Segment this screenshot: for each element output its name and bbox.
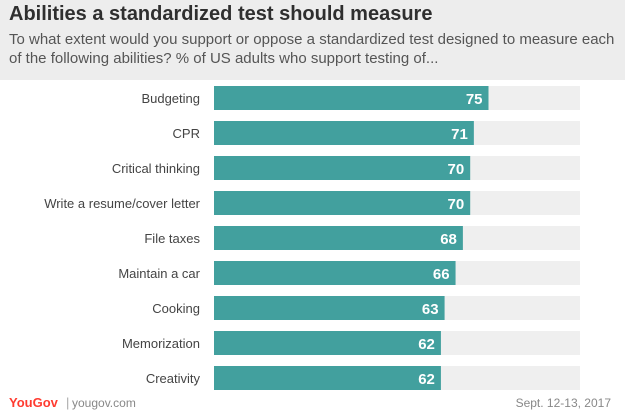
value-label: 68 (440, 231, 457, 248)
bar (214, 121, 474, 145)
category-label: Creativity (146, 371, 201, 386)
bar (214, 86, 489, 110)
category-label: Cooking (152, 301, 200, 316)
chart-subtitle: To what extent would you support or oppo… (9, 31, 615, 67)
value-label: 62 (418, 336, 435, 353)
survey-date: Sept. 12-13, 2017 (515, 396, 611, 410)
category-label: CPR (173, 126, 200, 141)
bar (214, 366, 441, 390)
category-label: Write a resume/cover letter (44, 196, 200, 211)
bar (214, 296, 445, 320)
bar (214, 331, 441, 355)
value-label: 71 (451, 126, 468, 143)
bar-chart: Budgeting 75 CPR 71 Critical thinking 70 Write… (44, 86, 580, 390)
chart-header: Abilities a standardized test should mea… (0, 0, 625, 80)
value-label: 66 (433, 266, 450, 283)
value-label: 70 (448, 161, 465, 178)
yougov-logo: YouGov (9, 395, 58, 410)
value-label: 62 (418, 371, 435, 388)
bar (214, 261, 456, 285)
chart-footer: YouGov | yougov.com Sept. 12-13, 2017 (0, 392, 625, 416)
category-label: File taxes (144, 231, 200, 246)
value-label: 63 (422, 301, 439, 318)
bar (214, 191, 471, 215)
chart-title: Abilities a standardized test should mea… (9, 3, 433, 25)
bar (214, 156, 471, 180)
logo-divider: | (66, 395, 70, 410)
category-label: Memorization (122, 336, 200, 351)
source-site: yougov.com (72, 396, 136, 410)
category-label: Maintain a car (118, 266, 200, 281)
category-label: Budgeting (141, 91, 200, 106)
bar (214, 226, 463, 250)
value-label: 70 (448, 196, 465, 213)
value-label: 75 (466, 91, 483, 108)
category-label: Critical thinking (112, 161, 200, 176)
